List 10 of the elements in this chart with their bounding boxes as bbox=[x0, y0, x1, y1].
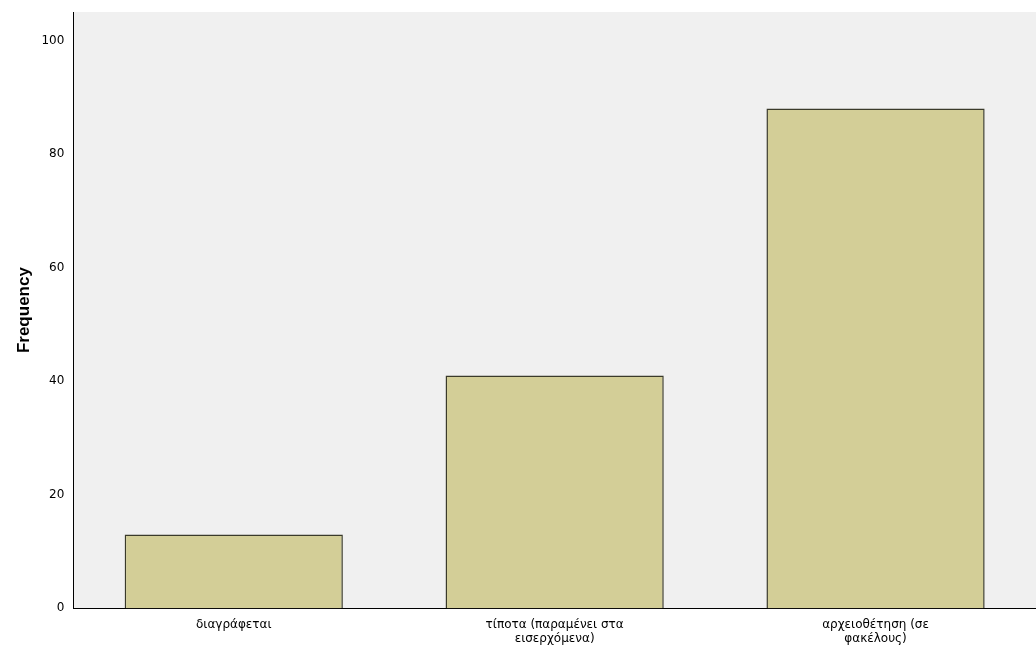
y-axis-title: Frequency bbox=[13, 266, 33, 354]
x-tick-label: αρχειοθέτηση (σε φακέλους) bbox=[822, 616, 929, 645]
y-tick-label: 80 bbox=[49, 146, 65, 161]
y-tick-label: 40 bbox=[49, 373, 65, 388]
x-tick-label: διαγράφεται bbox=[195, 616, 272, 631]
y-tick-label: 60 bbox=[49, 259, 65, 274]
x-tick-label: τίποτα (παραμένει στα εισερχόμενα) bbox=[485, 616, 624, 645]
y-tick-label: 100 bbox=[41, 32, 65, 47]
y-tick-label: 20 bbox=[49, 486, 65, 501]
y-tick-label: 0 bbox=[56, 600, 65, 615]
